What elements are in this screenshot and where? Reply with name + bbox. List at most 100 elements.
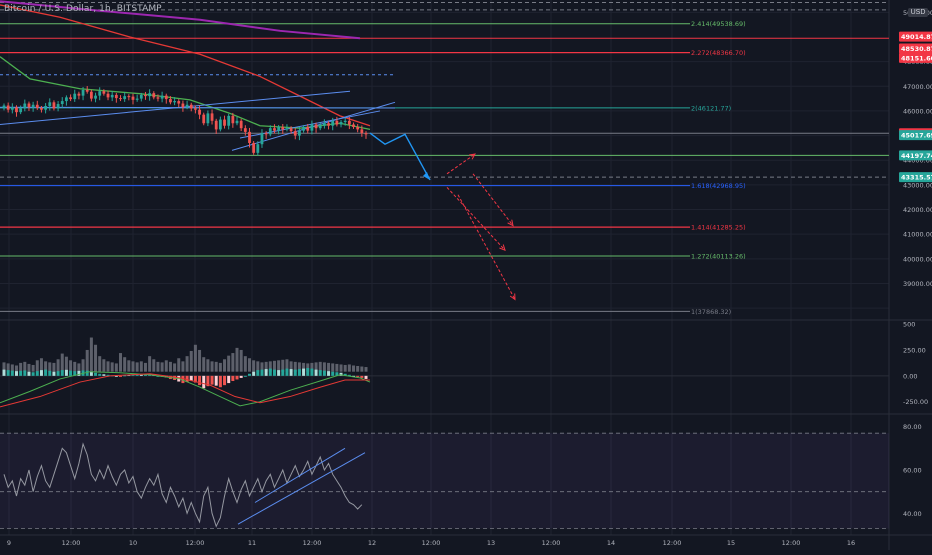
volume-bar-82 (343, 364, 347, 372)
macd-histogram-bar-74 (310, 368, 314, 376)
macd-histogram-bar-16 (69, 370, 73, 376)
candle-body-11 (48, 102, 52, 106)
macd-histogram-bar-1 (6, 370, 10, 376)
candle-body-62 (260, 133, 264, 145)
macd-histogram-bar-44 (185, 375, 189, 383)
volume-bar-54 (227, 355, 231, 372)
volume-bar-28 (119, 353, 123, 372)
macd-histogram-bar-61 (256, 370, 260, 376)
candle-body-24 (102, 91, 106, 94)
macd-histogram-bar-67 (281, 369, 285, 376)
projection-arrowhead-3 (509, 293, 516, 301)
candle-body-56 (235, 120, 239, 124)
price-badge-bg-5 (899, 150, 932, 161)
candle-body-53 (223, 119, 226, 126)
candle-body-9 (40, 107, 43, 110)
macd-histogram-bar-23 (98, 373, 102, 376)
macd-histogram-bar-4 (19, 370, 23, 376)
macd-histogram-bar-33 (139, 374, 143, 376)
candle-body-55 (231, 115, 235, 124)
candle-body-82 (343, 120, 347, 123)
volume-bar-59 (247, 358, 251, 372)
candle-body-86 (360, 129, 364, 134)
volume-bar-48 (202, 357, 206, 372)
volume-bar-20 (85, 349, 89, 372)
volume-bar-16 (69, 360, 73, 372)
candle-body-48 (202, 114, 206, 124)
time-axis-label-7: 12:00 (422, 539, 441, 547)
moving-average-0 (0, 0, 361, 40)
volume-bar-5 (23, 361, 27, 372)
price-badge-label-2: 48151.60 (901, 54, 932, 62)
price-badge-bg-6 (899, 172, 932, 183)
candle-body-71 (298, 130, 301, 136)
macd-histogram-bar-13 (56, 371, 60, 376)
volume-bar-63 (264, 361, 268, 372)
volume-bar-33 (139, 361, 143, 372)
macd-histogram-bar-49 (206, 375, 210, 387)
volume-bar-21 (89, 337, 93, 372)
price-badge-bg-0 (899, 31, 932, 42)
time-axis-label-12: 15 (727, 539, 735, 547)
volume-bar-84 (352, 365, 356, 372)
candle-body-12 (52, 102, 56, 109)
price-axis-label-5: 44000.00 (903, 157, 932, 165)
macd-histogram-bar-27 (114, 375, 118, 377)
fib-label-1: 2.272(48366.70) (691, 49, 746, 57)
candle-body-20 (85, 89, 89, 92)
macd-histogram-bar-50 (210, 375, 214, 385)
price-axis-label-0: 39000.00 (903, 280, 932, 288)
projection-arrow-0 (446, 153, 476, 175)
symbol-title: Bitcoin / U.S. Dollar, 1h, BITSTAMP (4, 4, 162, 14)
moving-average-1 (0, 4, 371, 127)
time-axis-label-11: 12:00 (663, 539, 682, 547)
macd-histogram-bar-56 (235, 375, 239, 380)
volume-bar-78 (327, 362, 331, 372)
volume-bar-3 (14, 365, 18, 372)
macd-histogram-bar-59 (247, 373, 251, 376)
volume-bar-47 (198, 349, 202, 372)
volume-bar-1 (6, 363, 10, 372)
macd-histogram-bar-51 (214, 375, 218, 386)
macd-histogram-bar-20 (85, 370, 89, 376)
volume-bar-37 (156, 361, 160, 372)
macd-histogram-bar-17 (73, 371, 77, 376)
macd-histogram-bar-66 (277, 370, 281, 376)
macd-histogram-bar-84 (352, 375, 356, 377)
macd-histogram-bar-54 (227, 375, 231, 384)
projection-arrow-1 (472, 173, 514, 226)
macd-histogram-bar-87 (364, 375, 368, 379)
volume-bar-8 (35, 360, 39, 372)
currency-badge[interactable]: USD (908, 8, 928, 17)
candle-body-21 (89, 91, 93, 99)
volume-bar-49 (206, 359, 210, 372)
macd-histogram-bar-3 (14, 371, 18, 376)
candle-body-13 (56, 104, 60, 109)
macd-histogram-bar-12 (52, 371, 56, 376)
macd-histogram-bar-34 (143, 374, 147, 376)
volume-bar-0 (2, 362, 6, 372)
time-axis-label-2: 10 (129, 539, 137, 547)
time-axis-label-8: 13 (487, 539, 495, 547)
candle-body-52 (218, 119, 222, 130)
macd-histogram-bar-29 (123, 375, 127, 377)
candle-body-74 (310, 124, 314, 131)
price-channel-line-2 (231, 101, 396, 151)
price-badge-bg-1 (899, 43, 932, 54)
volume-bar-51 (214, 361, 218, 372)
macd-histogram-bar-57 (239, 375, 243, 378)
price-axis-label-1: 40000.00 (903, 255, 932, 263)
fib-label-0: 2.414(49538.69) (691, 20, 746, 28)
candle-body-76 (318, 125, 322, 129)
candle-body-57 (239, 120, 243, 129)
time-axis-label-0: 9 (7, 539, 11, 547)
time-axis-label-5: 12:00 (303, 539, 322, 547)
macd-histogram-bar-46 (193, 375, 197, 383)
price-axis-label-7: 46000.00 (903, 107, 932, 115)
macd-histogram-bar-86 (360, 375, 364, 378)
candle-body-72 (302, 126, 305, 131)
volume-bar-25 (106, 361, 110, 372)
macd-histogram-bar-52 (218, 375, 222, 388)
